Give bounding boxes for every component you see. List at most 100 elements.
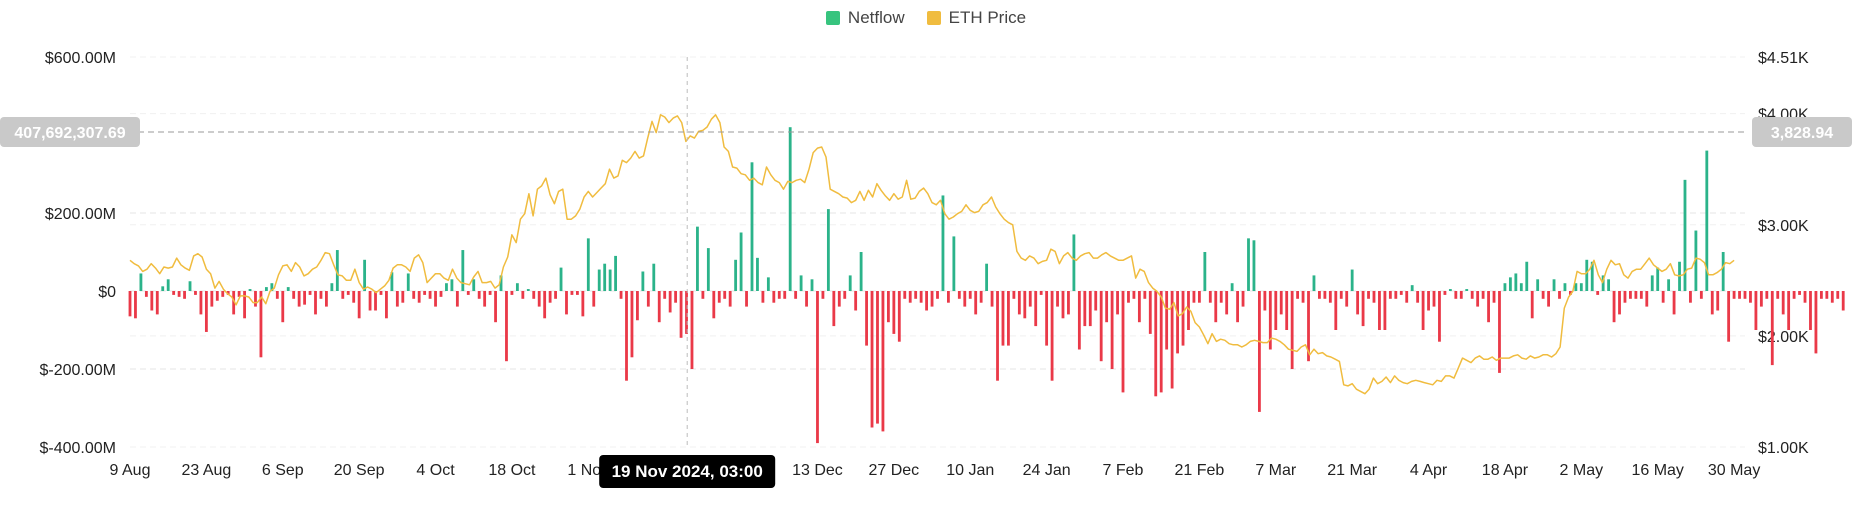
netflow-bar-negative[interactable]: [537, 291, 541, 307]
netflow-bar-negative[interactable]: [1596, 291, 1600, 295]
netflow-bar-negative[interactable]: [1743, 291, 1747, 299]
netflow-bar-positive[interactable]: [461, 250, 465, 291]
netflow-bar-negative[interactable]: [897, 291, 901, 342]
netflow-bar-positive[interactable]: [1519, 283, 1523, 291]
netflow-bar-positive[interactable]: [1721, 252, 1725, 291]
netflow-bar-negative[interactable]: [1530, 291, 1534, 319]
netflow-bar-negative[interactable]: [1487, 291, 1490, 323]
netflow-bar-negative[interactable]: [1541, 291, 1545, 299]
netflow-bar-positive[interactable]: [734, 259, 738, 291]
netflow-bar-negative[interactable]: [1137, 291, 1141, 323]
netflow-bar-negative[interactable]: [199, 291, 203, 315]
netflow-bar-negative[interactable]: [1716, 291, 1720, 311]
netflow-bar-negative[interactable]: [865, 291, 868, 346]
netflow-bar-negative[interactable]: [303, 291, 307, 305]
netflow-bar-negative[interactable]: [308, 291, 312, 295]
netflow-bar-positive[interactable]: [445, 283, 448, 291]
netflow-bar-negative[interactable]: [816, 291, 819, 444]
netflow-bar-negative[interactable]: [1787, 291, 1791, 330]
netflow-bar-positive[interactable]: [952, 236, 956, 291]
netflow-bar-negative[interactable]: [1301, 291, 1305, 303]
netflow-bar-negative[interactable]: [352, 291, 356, 303]
netflow-bar-negative[interactable]: [761, 291, 765, 303]
netflow-bar-negative[interactable]: [1476, 291, 1480, 307]
netflow-bar-negative[interactable]: [548, 291, 552, 303]
netflow-bar-negative[interactable]: [1558, 291, 1561, 299]
netflow-bar-negative[interactable]: [379, 291, 383, 295]
netflow-bar-negative[interactable]: [1383, 291, 1387, 330]
netflow-bar-negative[interactable]: [385, 291, 388, 319]
netflow-bar-negative[interactable]: [177, 291, 181, 297]
netflow-bar-negative[interactable]: [783, 291, 787, 299]
netflow-bar-negative[interactable]: [172, 291, 176, 295]
netflow-bar-negative[interactable]: [319, 291, 323, 299]
netflow-bar-negative[interactable]: [1007, 291, 1010, 346]
netflow-bar-negative[interactable]: [619, 291, 623, 299]
netflow-bar-negative[interactable]: [494, 291, 497, 323]
netflow-bar-negative[interactable]: [505, 291, 508, 362]
netflow-bar-negative[interactable]: [1017, 291, 1021, 315]
netflow-bar-negative[interactable]: [1481, 291, 1485, 299]
netflow-bar-negative[interactable]: [1361, 291, 1365, 327]
netflow-bar-positive[interactable]: [696, 226, 699, 291]
netflow-bar-negative[interactable]: [1099, 291, 1103, 362]
netflow-bar-negative[interactable]: [477, 291, 481, 299]
netflow-bar-negative[interactable]: [1492, 291, 1496, 303]
netflow-bar-negative[interactable]: [794, 291, 798, 299]
netflow-bar-negative[interactable]: [1770, 291, 1774, 366]
netflow-bar-negative[interactable]: [401, 291, 405, 303]
netflow-bar-negative[interactable]: [423, 291, 427, 295]
netflow-bar-negative[interactable]: [1634, 291, 1638, 299]
netflow-bar-negative[interactable]: [1732, 291, 1736, 299]
netflow-bar-negative[interactable]: [254, 291, 257, 307]
netflow-bar-positive[interactable]: [756, 257, 759, 291]
netflow-bar-positive[interactable]: [608, 269, 612, 291]
netflow-bar-positive[interactable]: [286, 287, 290, 291]
netflow-bar-negative[interactable]: [237, 291, 241, 297]
netflow-bar-negative[interactable]: [990, 291, 994, 307]
netflow-bar-negative[interactable]: [1432, 291, 1436, 307]
netflow-bar-negative[interactable]: [908, 291, 912, 303]
netflow-bar-negative[interactable]: [717, 291, 721, 303]
netflow-bar-positive[interactable]: [1563, 283, 1567, 291]
netflow-bar-negative[interactable]: [1116, 291, 1119, 315]
netflow-bar-negative[interactable]: [1328, 291, 1332, 303]
netflow-bar-negative[interactable]: [1618, 291, 1621, 315]
netflow-bar-negative[interactable]: [646, 291, 650, 307]
netflow-bar-positive[interactable]: [1585, 259, 1589, 291]
netflow-bar-negative[interactable]: [930, 291, 934, 307]
netflow-bar-positive[interactable]: [586, 238, 590, 291]
netflow-bar-negative[interactable]: [1012, 291, 1016, 299]
netflow-bar-positive[interactable]: [1579, 283, 1583, 291]
netflow-bar-positive[interactable]: [1514, 273, 1518, 291]
netflow-bar-negative[interactable]: [821, 291, 825, 299]
netflow-bar-negative[interactable]: [155, 291, 159, 315]
netflow-bar-positive[interactable]: [739, 232, 743, 292]
netflow-bar-negative[interactable]: [1159, 291, 1163, 393]
netflow-bar-negative[interactable]: [1498, 291, 1501, 373]
netflow-bar-positive[interactable]: [597, 269, 601, 291]
netflow-bar-negative[interactable]: [1727, 291, 1731, 342]
netflow-bar-positive[interactable]: [1694, 230, 1698, 291]
netflow-bar-negative[interactable]: [1039, 291, 1043, 295]
netflow-bar-positive[interactable]: [1656, 267, 1660, 291]
netflow-bar-negative[interactable]: [1296, 291, 1300, 299]
netflow-bar-positive[interactable]: [335, 250, 339, 291]
netflow-bar-negative[interactable]: [854, 291, 858, 311]
netflow-bar-positive[interactable]: [166, 279, 170, 291]
netflow-bar-negative[interactable]: [1372, 291, 1376, 303]
netflow-bar-negative[interactable]: [996, 291, 999, 381]
netflow-bar-negative[interactable]: [1819, 291, 1823, 299]
netflow-bar-negative[interactable]: [805, 291, 808, 307]
netflow-bar-negative[interactable]: [772, 291, 776, 303]
netflow-bar-negative[interactable]: [1143, 291, 1147, 299]
netflow-bar-negative[interactable]: [1257, 291, 1261, 412]
netflow-bar-negative[interactable]: [532, 291, 536, 299]
netflow-bar-negative[interactable]: [221, 291, 225, 297]
netflow-bar-negative[interactable]: [1334, 291, 1338, 330]
legend-item-netflow[interactable]: Netflow: [825, 8, 905, 28]
netflow-bar-positive[interactable]: [499, 275, 503, 291]
netflow-bar-negative[interactable]: [1443, 291, 1447, 295]
netflow-bar-negative[interactable]: [1050, 291, 1054, 381]
